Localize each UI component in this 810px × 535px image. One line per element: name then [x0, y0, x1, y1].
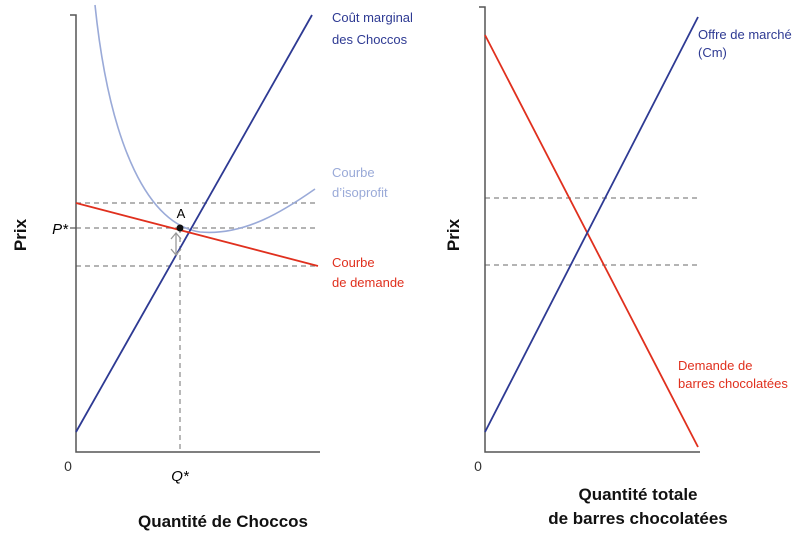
- right-panel: 0 Prix Quantité totale de barres chocola…: [444, 6, 792, 528]
- demand-label-2: de demande: [332, 275, 404, 290]
- isoprofit-curve: [94, 4, 316, 234]
- right-x-axis-label-1: Quantité totale: [578, 485, 697, 504]
- market-demand-label-2: barres chocolatées: [678, 376, 788, 391]
- marginal-cost-line: [75, 14, 313, 433]
- left-panel: A P* Q* 0 Prix Quantité de Choccos Coût …: [11, 4, 413, 531]
- point-a: [176, 224, 184, 232]
- market-demand-label-1: Demande de: [678, 358, 752, 373]
- market-supply-line: [484, 16, 699, 433]
- left-y-axis-label: Prix: [11, 218, 30, 251]
- right-x-axis-label-2: de barres chocolatées: [548, 509, 728, 528]
- right-origin: 0: [474, 458, 482, 474]
- supply-label-1: Offre de marché: [698, 27, 792, 42]
- mc-label-1: Coût marginal: [332, 10, 413, 25]
- demand-line: [75, 202, 319, 267]
- point-a-label: A: [177, 206, 186, 221]
- supply-label-2: (Cm): [698, 45, 727, 60]
- left-origin: 0: [64, 458, 72, 474]
- right-y-axis-label: Prix: [444, 218, 463, 251]
- demand-label-1: Courbe: [332, 255, 375, 270]
- left-axes: [70, 14, 320, 453]
- left-x-axis-label: Quantité de Choccos: [138, 512, 308, 531]
- isoprofit-label-1: Courbe: [332, 165, 375, 180]
- double-arrow-icon: [170, 231, 182, 257]
- market-demand-line: [484, 34, 699, 448]
- isoprofit-label-2: d’isoprofit: [332, 185, 388, 200]
- mc-label-2: des Choccos: [332, 32, 408, 47]
- right-axes: [479, 6, 700, 453]
- p-star-label: P*: [52, 221, 69, 238]
- q-star-label: Q*: [171, 468, 190, 485]
